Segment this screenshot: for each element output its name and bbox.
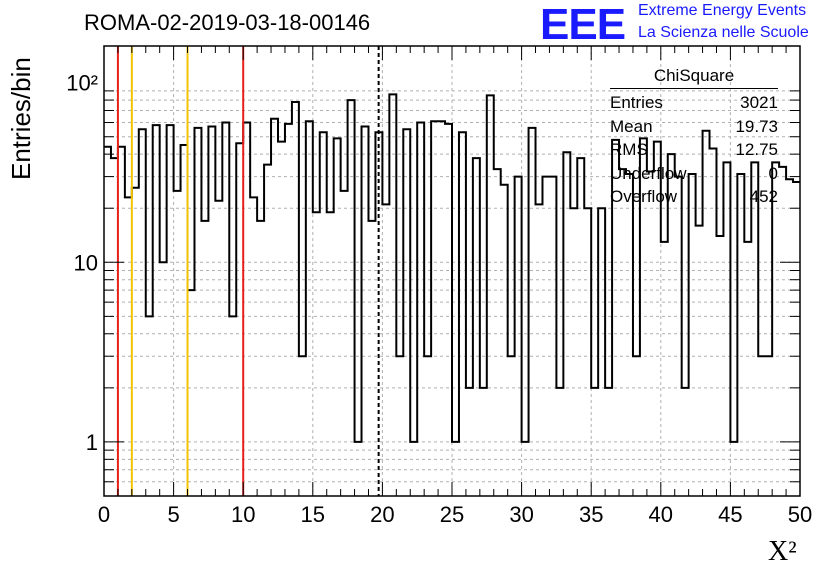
x-tick-label: 50 <box>788 502 812 527</box>
stats-label: RMS <box>610 140 648 159</box>
stats-value: 3021 <box>740 93 778 112</box>
x-tick-label: 25 <box>440 502 464 527</box>
y-tick-label: 1 <box>86 430 98 455</box>
logo-line-2: La Scienza nelle Scuole <box>638 24 809 41</box>
stats-name: ChiSquare <box>610 66 778 89</box>
x-tick-label: 35 <box>579 502 603 527</box>
plot-title: ROMA-02-2019-03-18-00146 <box>84 10 371 35</box>
x-tick-label: 5 <box>167 502 179 527</box>
x-tick-label: 30 <box>509 502 533 527</box>
stats-row: Overflow 452 <box>610 185 778 209</box>
x-axis-label: X² <box>768 536 797 567</box>
stats-label: Overflow <box>610 187 678 206</box>
histogram-series <box>104 93 800 443</box>
y-tick-label: 10 <box>74 250 98 275</box>
stats-row: RMS 12.75 <box>610 138 778 162</box>
y-tick-label: 10² <box>66 71 98 96</box>
stats-label: Entries <box>610 93 663 112</box>
stats-label: Underflow <box>610 163 687 183</box>
stats-box: ChiSquare Entries 3021 Mean 19.73 RMS 12.75… <box>610 66 778 209</box>
stats-row: Entries 3021 <box>610 91 778 115</box>
stats-value: 12.75 <box>735 140 778 159</box>
logo-line-1: Extreme Energy Events <box>638 2 807 19</box>
stats-row: Mean 19.73 <box>610 115 778 139</box>
stats-row: Underflow 0 <box>610 162 778 186</box>
x-tick-label: 10 <box>231 502 255 527</box>
eee-logo: EEE <box>540 0 626 49</box>
x-tick-label: 15 <box>301 502 325 527</box>
x-tick-label: 0 <box>98 502 110 527</box>
stats-label: Mean <box>610 116 653 136</box>
x-tick-label: 45 <box>718 502 742 527</box>
y-axis-label: Entries/bin <box>6 57 36 180</box>
stats-value: 19.73 <box>735 116 778 136</box>
stats-value: 452 <box>749 187 778 206</box>
stats-value: 0 <box>768 163 778 183</box>
x-tick-label: 40 <box>649 502 673 527</box>
x-tick-label: 20 <box>370 502 394 527</box>
